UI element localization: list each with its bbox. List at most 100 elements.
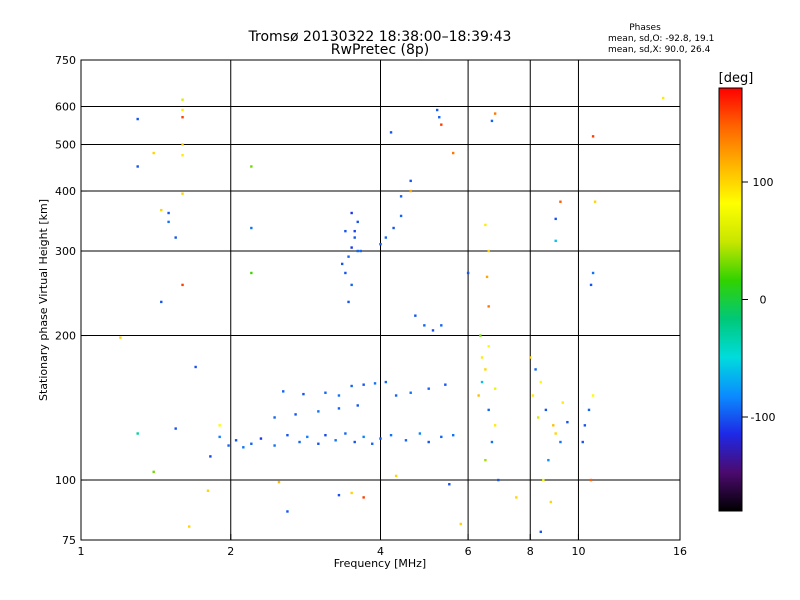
data-point <box>218 424 221 427</box>
data-point <box>174 427 177 430</box>
data-point <box>399 195 403 198</box>
data-point <box>181 283 184 287</box>
data-point <box>561 401 564 404</box>
data-point <box>559 440 562 444</box>
data-point <box>350 384 353 388</box>
data-point <box>440 123 443 126</box>
data-point <box>409 179 412 183</box>
data-point <box>389 433 393 437</box>
data-point <box>583 424 587 427</box>
data-point <box>136 165 139 168</box>
data-point <box>554 217 557 221</box>
data-point <box>485 275 489 279</box>
data-point <box>353 236 356 239</box>
grid-lines <box>81 60 680 540</box>
data-point <box>294 413 297 416</box>
data-point <box>431 329 435 332</box>
data-point <box>347 300 350 304</box>
data-point <box>389 131 393 134</box>
colorbar-label: [deg] <box>719 71 754 86</box>
data-point <box>152 470 155 474</box>
y-axis: 75 100 200 300 400 500 600 750 <box>55 54 87 547</box>
data-point <box>451 433 455 437</box>
y-tick-label: 200 <box>55 330 76 343</box>
y-tick-label: 300 <box>55 245 76 258</box>
y-tick-label: 100 <box>55 474 76 487</box>
data-point <box>547 458 550 462</box>
y-tick-label: 75 <box>62 534 76 547</box>
data-point <box>493 387 497 390</box>
data-point <box>497 478 500 482</box>
data-point <box>181 116 184 119</box>
y-tick-label: 750 <box>55 54 76 67</box>
data-point <box>379 437 382 440</box>
data-point <box>350 491 353 495</box>
data-point <box>531 394 535 397</box>
data-point <box>286 510 289 513</box>
data-point <box>484 458 487 462</box>
colorbar-ticks: 100 0 -100 <box>742 176 775 424</box>
x-tick-label: 6 <box>465 545 472 558</box>
data-point <box>479 334 482 337</box>
data-point <box>591 135 595 138</box>
data-point <box>324 433 327 437</box>
data-point <box>542 478 545 482</box>
data-point <box>136 117 139 121</box>
data-points <box>119 96 665 534</box>
data-point <box>371 442 374 445</box>
data-point <box>350 246 353 249</box>
data-point <box>353 229 356 233</box>
data-point <box>480 356 484 359</box>
data-point <box>487 345 490 348</box>
data-point <box>250 442 253 445</box>
data-point <box>282 390 285 393</box>
data-point <box>384 236 388 239</box>
data-point <box>423 324 426 327</box>
data-point <box>515 496 518 499</box>
x-axis: 1 2 4 6 8 10 16 <box>78 534 687 558</box>
phases-mean-o: mean, sd,O: -92.8, 19.1 <box>608 34 714 44</box>
data-point <box>359 249 362 253</box>
data-point <box>589 478 593 482</box>
data-point <box>337 493 341 497</box>
colorbar-tick-label: 100 <box>753 176 774 189</box>
data-point <box>234 439 238 442</box>
data-point <box>181 108 184 112</box>
data-point <box>167 220 170 224</box>
data-point <box>487 249 490 253</box>
data-point <box>324 391 327 394</box>
data-point <box>136 432 139 435</box>
data-point <box>286 433 289 437</box>
data-point <box>298 440 301 444</box>
data-point <box>444 383 447 386</box>
chart-title: Tromsø 20130322 18:38:00–18:39:43 <box>248 29 512 45</box>
y-axis-label: Stationary phase Virtual Height [km] <box>37 199 50 401</box>
data-point <box>174 236 177 239</box>
colorbar-tick-label: 0 <box>760 294 767 307</box>
data-point <box>227 444 230 447</box>
data-point <box>554 432 557 435</box>
data-point <box>559 200 562 203</box>
data-point <box>206 489 210 492</box>
data-point <box>379 242 382 246</box>
data-point <box>451 151 455 155</box>
data-point <box>302 392 305 396</box>
data-point <box>181 154 184 157</box>
data-point <box>409 189 412 193</box>
data-point <box>340 262 344 266</box>
data-point <box>152 151 155 155</box>
data-point <box>277 480 281 484</box>
data-point <box>487 305 490 308</box>
y-tick-label: 500 <box>55 139 76 152</box>
x-tick-label: 8 <box>527 545 534 558</box>
data-point <box>418 432 422 435</box>
data-point <box>350 283 353 287</box>
data-point <box>242 446 245 449</box>
data-point <box>490 440 494 444</box>
chart-subtitle: RwPretec (8p) <box>331 42 429 58</box>
data-point <box>353 440 356 444</box>
data-point <box>440 435 443 439</box>
data-point <box>350 211 353 215</box>
y-tick-label: 400 <box>55 185 76 198</box>
